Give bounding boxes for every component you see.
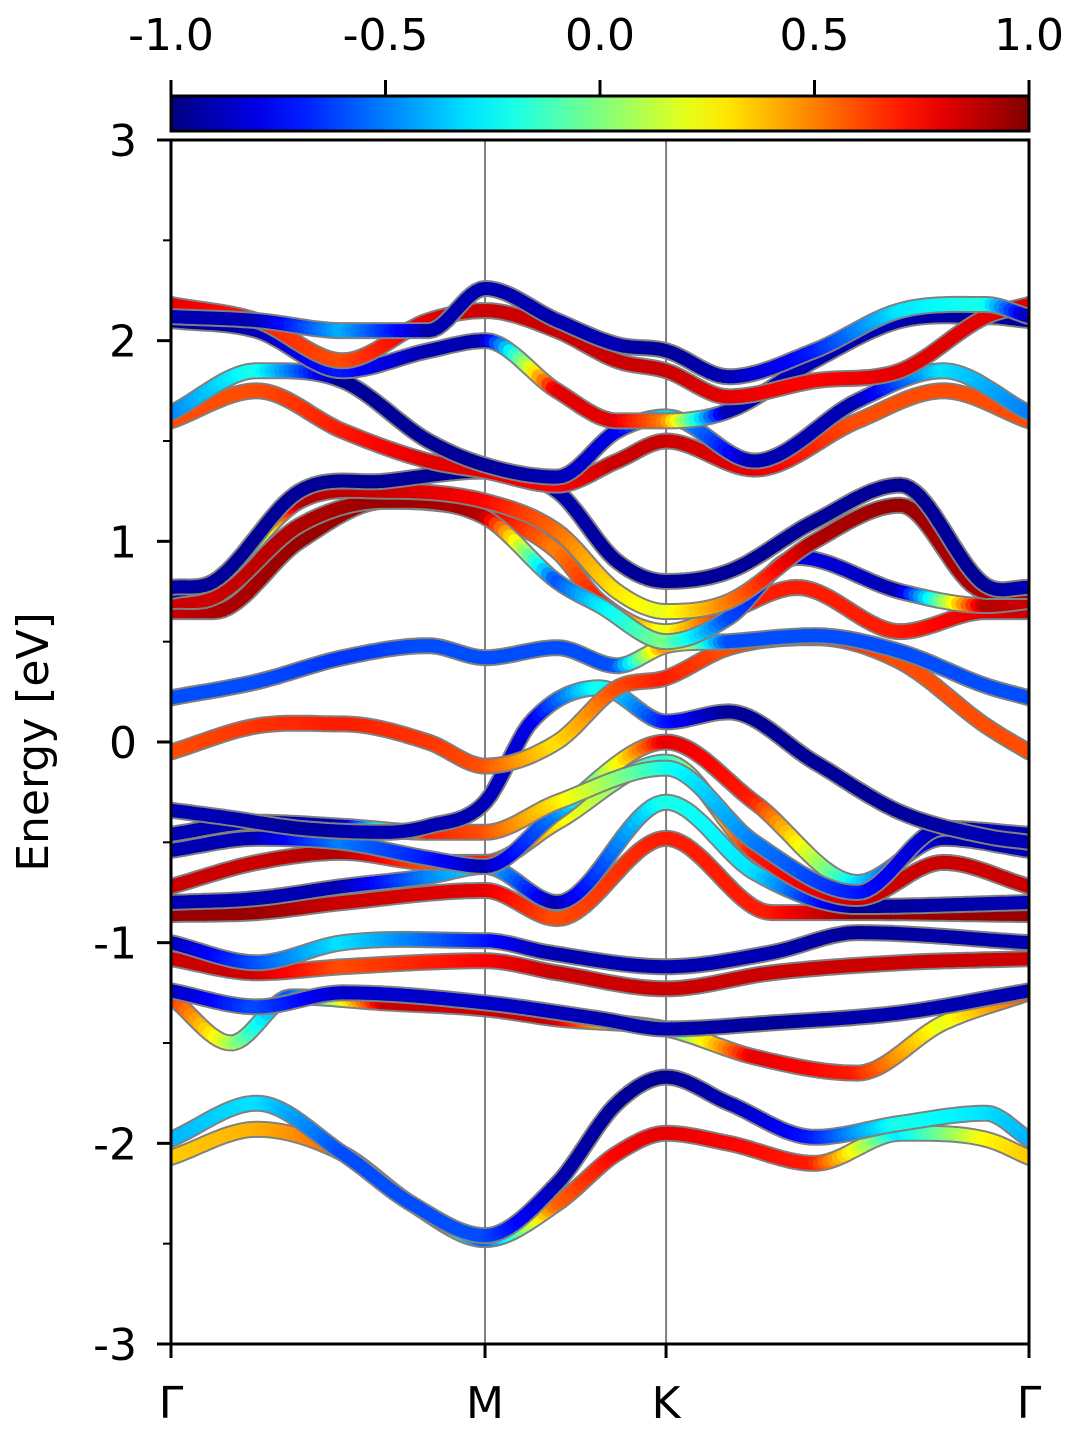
band-11	[171, 679, 1029, 851]
band-3	[171, 982, 1029, 1038]
bands	[171, 280, 1029, 1249]
y-axis-label: Energy [eV]	[8, 612, 59, 872]
plot-area: 3 2 1 0 -1 -2 -3 Γ M K Γ	[93, 116, 1042, 1429]
kpoint-label: Γ	[1017, 1378, 1042, 1429]
colorbar-tick-label: 1.0	[994, 10, 1064, 61]
colorbar-tick-label: 0.0	[565, 10, 635, 61]
colorbar-tick-label: -1.0	[128, 10, 214, 61]
band-4	[171, 950, 1029, 998]
colorbar-tick-label: 0.5	[780, 10, 850, 61]
colorbar-tick-label: -0.5	[343, 10, 429, 61]
band-13	[171, 627, 1029, 707]
y-axis-ticks: 3 2 1 0 -1 -2 -3	[93, 116, 171, 1371]
y-tick-label: -2	[93, 1119, 137, 1170]
colorbar: -1.0 -0.5 0.0 0.5 1.0	[128, 10, 1064, 133]
y-tick-label: 0	[109, 718, 137, 769]
y-tick-label: -3	[93, 1320, 137, 1371]
colorbar-gradient	[169, 94, 1031, 133]
y-tick-label: 1	[109, 517, 137, 568]
y-tick-label: -1	[93, 919, 137, 970]
band-5	[171, 924, 1029, 976]
band-1	[171, 1068, 1029, 1245]
band-12	[171, 629, 1029, 775]
band-22	[171, 280, 1029, 386]
kpoint-label: M	[466, 1378, 504, 1429]
band-outline	[171, 1120, 1029, 1249]
y-tick-label: 3	[109, 116, 137, 167]
y-tick-label: 2	[109, 317, 137, 368]
kpoint-label: K	[652, 1378, 682, 1429]
kpoint-label: Γ	[159, 1378, 184, 1429]
band-0	[171, 1120, 1029, 1249]
band-15	[171, 492, 1029, 651]
